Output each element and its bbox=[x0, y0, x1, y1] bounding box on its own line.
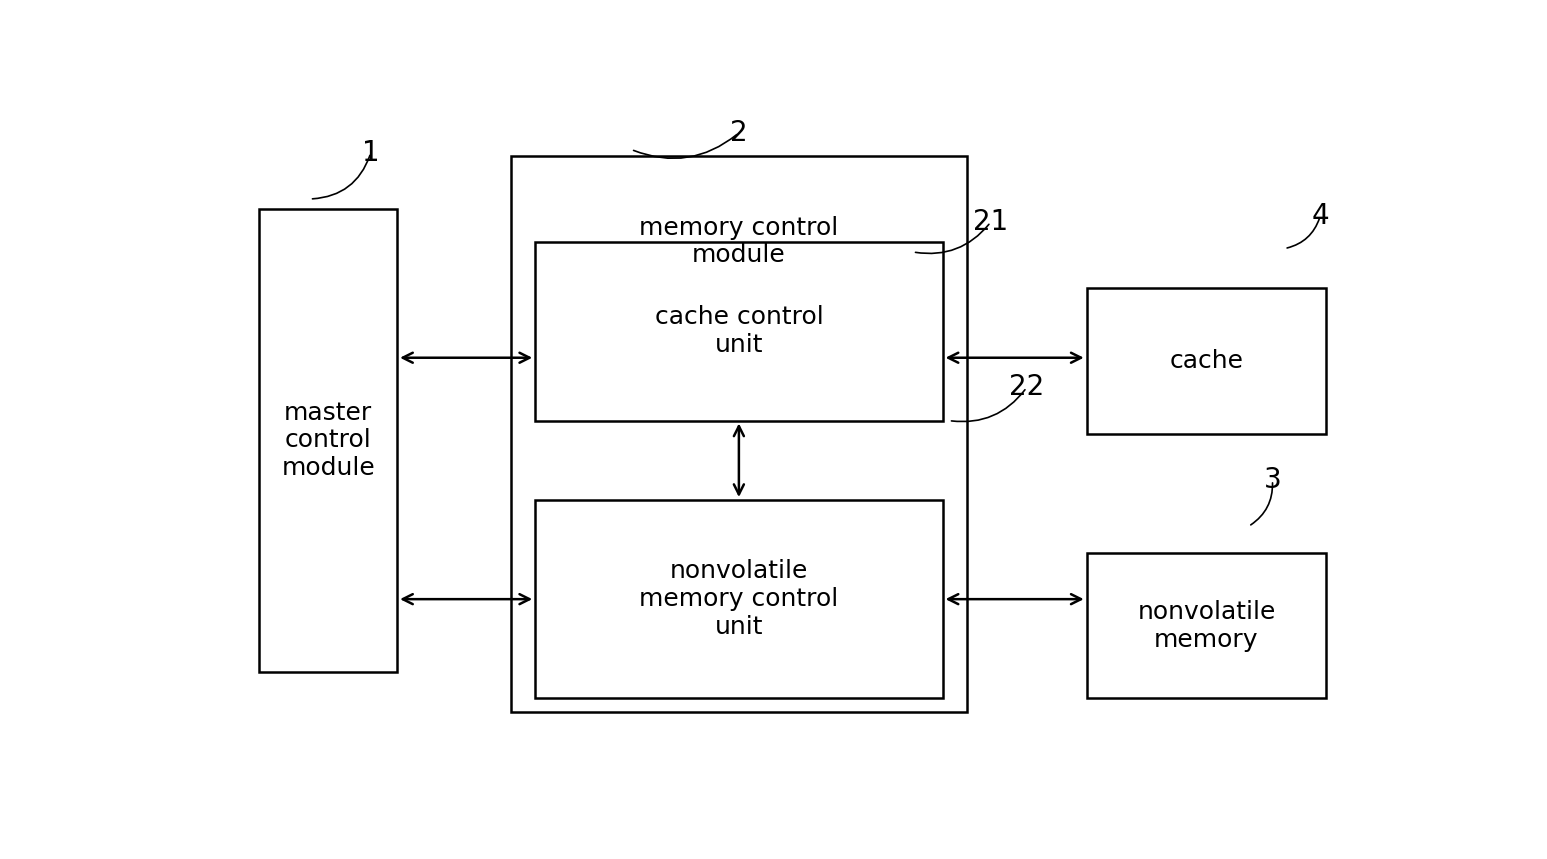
Text: 1: 1 bbox=[362, 138, 379, 167]
FancyBboxPatch shape bbox=[535, 500, 942, 698]
FancyBboxPatch shape bbox=[260, 209, 398, 672]
Text: 3: 3 bbox=[1264, 466, 1281, 494]
Text: 4: 4 bbox=[1312, 202, 1329, 229]
Text: 22: 22 bbox=[1009, 374, 1044, 401]
FancyBboxPatch shape bbox=[535, 242, 942, 421]
FancyBboxPatch shape bbox=[1086, 553, 1326, 698]
Text: cache control
unit: cache control unit bbox=[654, 305, 823, 357]
FancyBboxPatch shape bbox=[1086, 289, 1326, 434]
Text: cache: cache bbox=[1170, 349, 1244, 373]
Text: 21: 21 bbox=[973, 208, 1009, 236]
Text: 2: 2 bbox=[730, 119, 747, 147]
Text: memory control
module: memory control module bbox=[639, 216, 838, 267]
Text: nonvolatile
memory control
unit: nonvolatile memory control unit bbox=[639, 559, 838, 639]
Text: nonvolatile
memory: nonvolatile memory bbox=[1137, 600, 1276, 651]
FancyBboxPatch shape bbox=[511, 156, 967, 711]
Text: master
control
module: master control module bbox=[282, 400, 374, 480]
